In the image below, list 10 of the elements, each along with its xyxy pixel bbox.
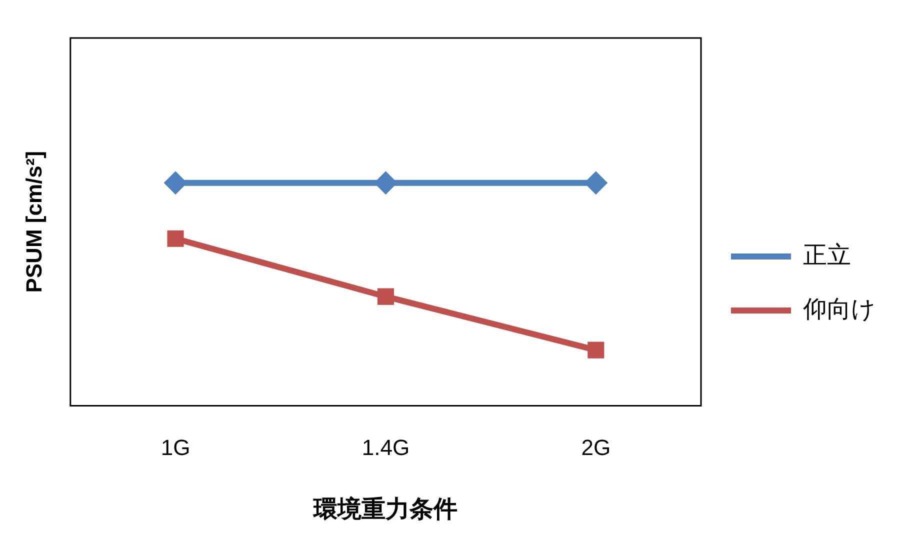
y-axis-title: PSUM [cm/s²] — [21, 151, 46, 293]
x-tick-label: 1.4G — [362, 435, 410, 460]
x-tick-label: 2G — [581, 435, 611, 460]
point — [377, 288, 394, 305]
legend-label: 仰向け — [803, 296, 876, 324]
point — [588, 342, 604, 358]
legend-label: 正立 — [803, 242, 851, 270]
x-tick-label: 1G — [160, 435, 190, 460]
point — [167, 230, 184, 247]
x-axis-title: 環境重力条件 — [312, 496, 458, 524]
